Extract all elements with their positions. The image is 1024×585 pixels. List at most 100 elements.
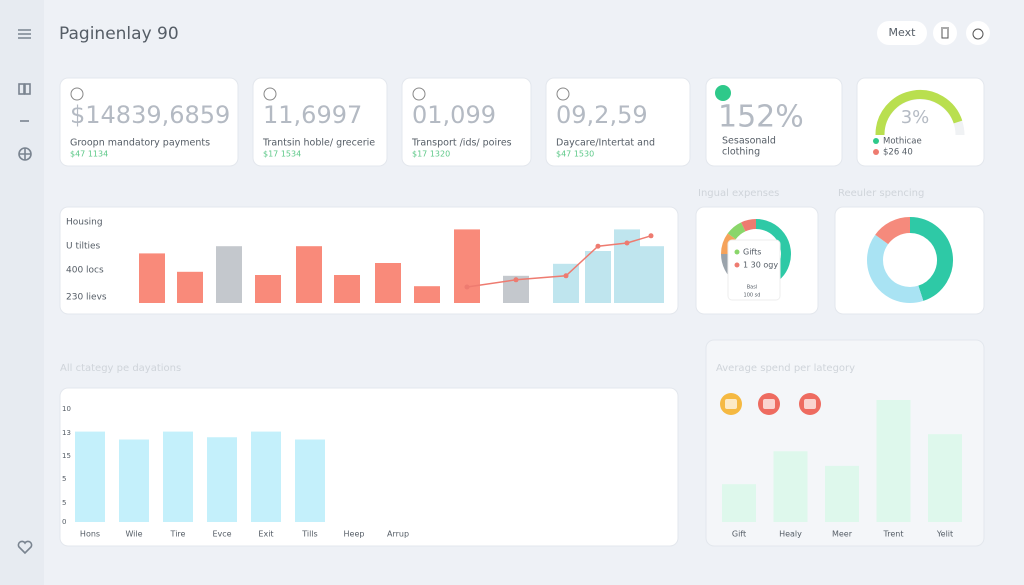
refresh-icon bbox=[972, 28, 984, 40]
bar bbox=[638, 246, 664, 303]
bar bbox=[334, 275, 360, 303]
kpi-icon bbox=[715, 85, 731, 101]
bar bbox=[928, 434, 962, 522]
trend-point bbox=[624, 240, 630, 246]
donut-segment bbox=[909, 217, 953, 301]
badge-inner bbox=[804, 399, 816, 409]
kpi-icon bbox=[263, 87, 277, 101]
kpi-label: Groopn mandatory payments bbox=[70, 138, 210, 149]
refresh-button[interactable] bbox=[966, 21, 990, 45]
card bbox=[401, 77, 532, 167]
section-title: Average spend per lategory bbox=[716, 363, 855, 374]
kpi-sub: $47 1530 bbox=[556, 150, 594, 159]
donut-tooltip bbox=[727, 239, 781, 301]
kpi-value: 3% bbox=[901, 107, 930, 128]
bar bbox=[251, 431, 281, 522]
bar bbox=[876, 400, 911, 522]
card bbox=[856, 77, 985, 167]
x-tick-label: Exit bbox=[258, 530, 273, 539]
kpi-icon bbox=[70, 87, 84, 101]
card bbox=[252, 77, 388, 167]
card bbox=[834, 206, 985, 315]
kpi-sub: $17 1534 bbox=[263, 150, 301, 159]
x-tick-label: Trent bbox=[883, 530, 904, 539]
y-tick-label: 15 bbox=[62, 452, 71, 460]
donut-segment bbox=[727, 222, 746, 240]
x-tick-label: Evce bbox=[212, 530, 231, 539]
bar bbox=[722, 484, 756, 522]
section-title: Ingual expenses bbox=[698, 188, 779, 199]
kpi-value: $14839,6859 bbox=[70, 101, 230, 129]
bar bbox=[139, 253, 165, 303]
bar bbox=[216, 246, 242, 303]
donut-note: Basl bbox=[747, 285, 758, 291]
kpi-icon bbox=[412, 87, 426, 101]
x-tick-label: Meer bbox=[832, 530, 853, 539]
axis-label: 230 lievs bbox=[66, 293, 107, 303]
sidebar bbox=[0, 0, 44, 585]
header-button[interactable] bbox=[877, 21, 927, 45]
y-tick-label: 5 bbox=[62, 499, 66, 507]
section-title: Reeuler spencing bbox=[838, 188, 924, 199]
axis-label: Housing bbox=[66, 218, 103, 228]
x-tick-label: Tire bbox=[170, 530, 186, 539]
card bbox=[545, 77, 691, 167]
trend-point bbox=[464, 284, 470, 290]
bar bbox=[553, 263, 579, 303]
bar bbox=[295, 439, 325, 522]
trend-point bbox=[648, 233, 654, 239]
x-tick-label: Yelit bbox=[936, 530, 953, 539]
kpi-value: 152% bbox=[718, 100, 804, 135]
bar bbox=[773, 451, 808, 522]
bar bbox=[163, 431, 193, 522]
x-tick-label: Healy bbox=[779, 530, 802, 539]
bar bbox=[207, 437, 237, 522]
bar bbox=[375, 263, 401, 303]
kpi-label: Daycare/Intertat and bbox=[556, 138, 655, 149]
card bbox=[59, 77, 239, 167]
sidebar-icons bbox=[17, 29, 33, 555]
donut-note: 100 sd bbox=[744, 293, 761, 299]
donut-segment bbox=[875, 217, 911, 245]
x-tick-label: Gift bbox=[732, 530, 746, 539]
x-tick-label: Heep bbox=[344, 530, 365, 539]
bar bbox=[177, 271, 203, 303]
y-tick-label: 13 bbox=[62, 429, 71, 437]
kpi-icon bbox=[556, 87, 570, 101]
page-title: Paginenlay 90 bbox=[59, 24, 179, 44]
legend-dot bbox=[873, 138, 879, 144]
kpi-value: 01,099 bbox=[412, 101, 496, 129]
bar bbox=[119, 439, 149, 522]
trend-point bbox=[513, 277, 519, 283]
bar bbox=[296, 246, 322, 303]
kpi-value: 09,2,59 bbox=[556, 101, 648, 129]
card bbox=[59, 387, 679, 547]
x-tick-label: Tills bbox=[301, 530, 317, 539]
bar bbox=[414, 286, 440, 303]
legend-label: 1 30 ogy bbox=[743, 261, 778, 270]
legend-label: Gifts bbox=[743, 248, 761, 257]
legend-dot bbox=[734, 249, 740, 255]
legend-dot bbox=[873, 149, 879, 155]
bar bbox=[255, 275, 281, 303]
gauge-arc bbox=[875, 90, 963, 136]
axis-label: U tilties bbox=[66, 242, 101, 252]
kpi-label: Trantsin hoble/ grecerie bbox=[262, 138, 375, 149]
x-tick-label: Wile bbox=[125, 530, 142, 539]
kpi-label: Transport /ids/ poires bbox=[411, 138, 512, 149]
trend-point bbox=[563, 273, 569, 279]
axis-label: 400 locs bbox=[66, 266, 104, 276]
kpi-value: 11,6997 bbox=[263, 101, 362, 129]
badge-inner bbox=[725, 399, 737, 409]
kpi-sub: $17 1320 bbox=[412, 150, 450, 159]
header-button-label[interactable]: Mext bbox=[889, 26, 917, 39]
bar bbox=[75, 431, 105, 522]
x-tick-label: Hons bbox=[80, 530, 100, 539]
kpi-label: Mothicae bbox=[883, 137, 922, 147]
bar bbox=[454, 229, 480, 303]
y-tick-label: 0 bbox=[62, 518, 66, 526]
delete-button[interactable] bbox=[933, 21, 957, 45]
donut-segment bbox=[867, 234, 924, 303]
y-tick-label: 5 bbox=[62, 475, 66, 483]
